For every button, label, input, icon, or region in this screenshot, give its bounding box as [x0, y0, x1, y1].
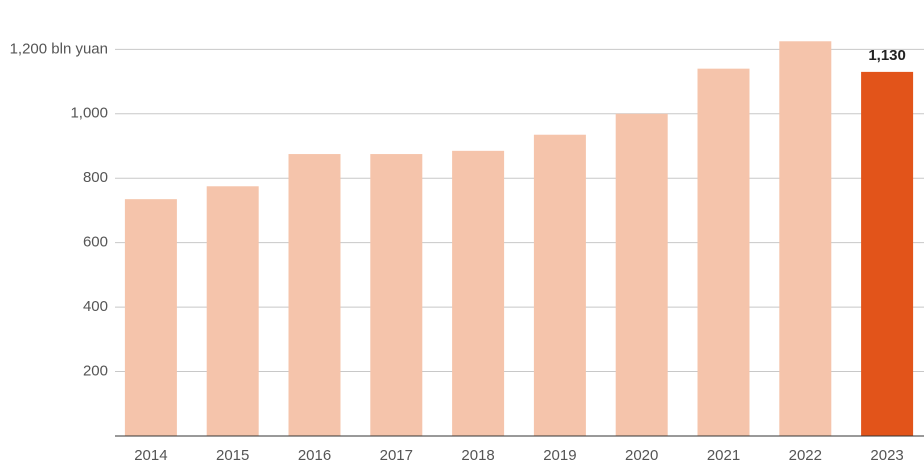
bar — [697, 68, 750, 437]
value-label: 1,130 — [868, 47, 906, 64]
y-tick-label: 200 — [83, 363, 108, 380]
bar — [779, 41, 832, 437]
bar — [288, 154, 341, 437]
x-tick-label: 2016 — [298, 447, 331, 462]
x-tick-label: 2019 — [543, 447, 576, 462]
y-tick-label: 400 — [83, 298, 108, 315]
y-tick-label: 1,000 — [70, 105, 108, 122]
x-tick-label: 2014 — [134, 447, 167, 462]
bar — [861, 71, 914, 436]
x-tick-label: 2017 — [380, 447, 413, 462]
x-tick-label: 2018 — [461, 447, 494, 462]
x-tick-label: 2022 — [789, 447, 822, 462]
bar — [206, 186, 259, 436]
bar — [615, 113, 668, 437]
x-tick-label: 2020 — [625, 447, 658, 462]
bar — [124, 199, 177, 436]
x-tick-label: 2021 — [707, 447, 740, 462]
bar — [452, 150, 505, 437]
bar — [370, 154, 423, 437]
bar — [533, 134, 586, 436]
x-tick-label: 2015 — [216, 447, 249, 462]
y-tick-label: 600 — [83, 234, 108, 251]
x-tick-label: 2023 — [870, 447, 903, 462]
y-tick-label: 1,200 bln yuan — [10, 40, 108, 57]
y-tick-label: 800 — [83, 169, 108, 186]
